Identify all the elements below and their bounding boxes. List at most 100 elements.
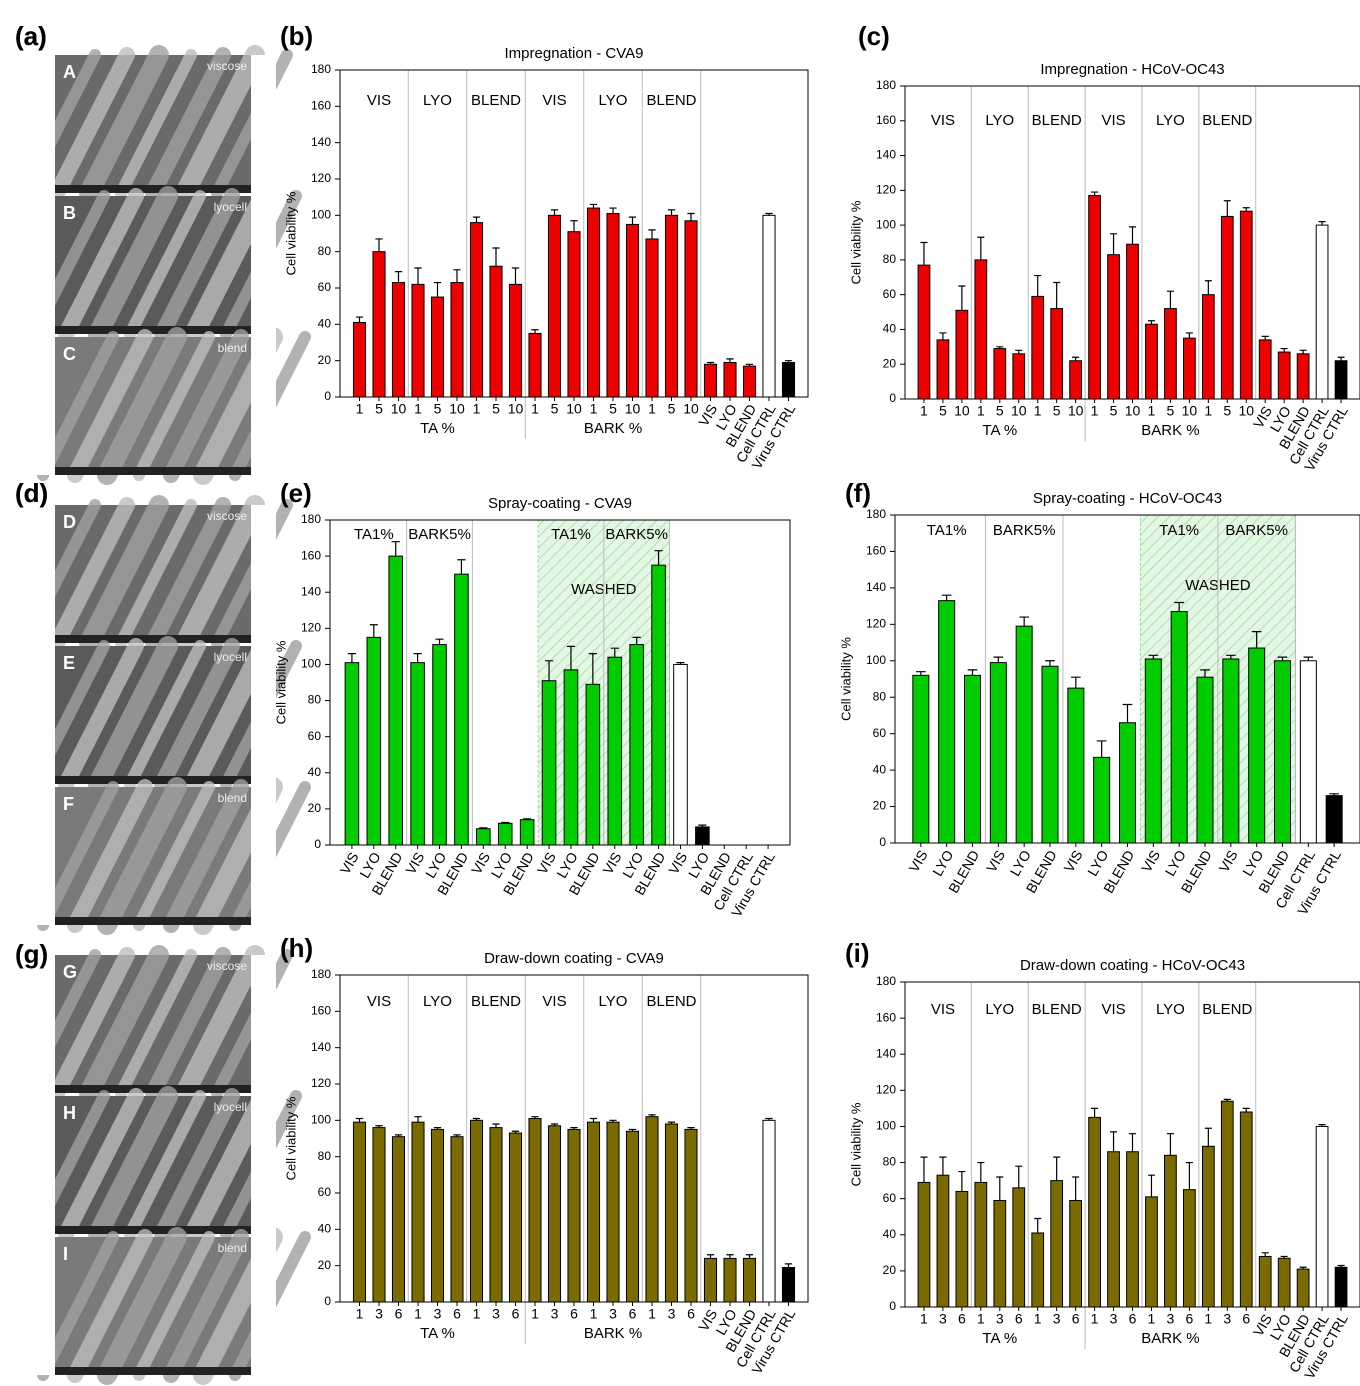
y-tick-label: 60 <box>883 1191 897 1205</box>
y-tick-label: 20 <box>883 1263 897 1277</box>
bar <box>646 1117 658 1302</box>
group-label: BLEND <box>471 993 521 1010</box>
bar <box>1016 626 1032 843</box>
y-tick-label: 140 <box>311 1040 331 1054</box>
sem-caption: lyocell <box>214 650 247 664</box>
y-tick-label: 40 <box>318 1222 332 1236</box>
y-tick-label: 140 <box>876 148 896 162</box>
group-label: BARK5% <box>993 522 1056 539</box>
group-label: LYO <box>423 993 452 1010</box>
error-bar <box>395 272 402 283</box>
sem-info-bar <box>55 635 251 643</box>
error-bar <box>590 1119 597 1123</box>
y-tick-label: 120 <box>311 171 331 185</box>
y-axis-label: Cell viability % <box>848 1102 863 1186</box>
bar <box>564 670 578 845</box>
error-bar <box>370 625 378 638</box>
bar <box>490 1128 502 1302</box>
y-tick-label: 40 <box>308 765 322 779</box>
x-tick-label: 3 <box>375 1306 383 1322</box>
sem-letter: D <box>63 512 76 532</box>
gutter <box>251 955 276 1375</box>
y-tick-label: 60 <box>318 280 332 294</box>
bar <box>1249 648 1265 843</box>
x-tick-label: 1 <box>648 401 656 417</box>
error-bar <box>1072 357 1079 360</box>
sem-caption: viscose <box>207 59 247 73</box>
group-label: BLEND <box>646 92 696 109</box>
group-label: VIS <box>542 92 566 109</box>
y-tick-label: 160 <box>876 1010 896 1024</box>
x-tick-label: 5 <box>939 403 947 419</box>
bar <box>451 1137 463 1302</box>
error-bar <box>1045 661 1055 666</box>
bar <box>1070 1200 1082 1307</box>
bar <box>1119 723 1135 843</box>
chart-title: Impregnation - CVA9 <box>505 45 644 62</box>
error-bar <box>1304 657 1314 661</box>
y-tick-label: 20 <box>318 353 332 367</box>
error-bar <box>939 333 946 340</box>
y-tick-label: 160 <box>301 548 321 562</box>
x-tick-label: 3 <box>492 1306 500 1322</box>
bar <box>1240 211 1252 399</box>
bar <box>433 645 447 845</box>
x-tick-label: 1 <box>977 403 985 419</box>
group-label: LYO <box>1156 112 1185 129</box>
x-tick-label: VIS <box>1215 847 1240 875</box>
error-bar <box>1053 282 1060 308</box>
gutter <box>251 55 276 475</box>
bar <box>994 349 1006 399</box>
bar <box>1145 659 1161 843</box>
panel-label: (b) <box>280 21 313 51</box>
error-bar <box>687 214 694 221</box>
group-label: BARK5% <box>605 526 668 543</box>
x-tick-label: 6 <box>687 1306 695 1322</box>
error-bar <box>1167 1134 1174 1156</box>
x-tick-label: 1 <box>1204 1311 1212 1327</box>
x-tick-label: 1 <box>1091 1311 1099 1327</box>
bar <box>763 1120 775 1302</box>
bar <box>1202 1146 1214 1307</box>
bar <box>1094 757 1110 843</box>
group-label: VIS <box>1101 112 1125 129</box>
y-tick-label: 120 <box>876 183 896 197</box>
error-bar <box>453 270 460 283</box>
sem-info-bar <box>55 467 251 475</box>
error-bar <box>1243 208 1250 211</box>
bar <box>1089 196 1101 399</box>
bar <box>1171 612 1187 843</box>
error-bar <box>1205 1128 1212 1146</box>
y-tick-label: 60 <box>883 287 897 301</box>
bar <box>455 574 469 845</box>
bar <box>1127 1152 1139 1307</box>
x-tick-label: 3 <box>551 1306 559 1322</box>
bar <box>353 323 365 397</box>
chart-title: Spray-coating - CVA9 <box>488 495 632 512</box>
group-label: BLEND <box>471 92 521 109</box>
y-tick-label: 0 <box>879 835 886 849</box>
x-tick-label: 5 <box>1110 403 1118 419</box>
error-bar <box>1072 1177 1079 1200</box>
x-tick-label: 5 <box>551 401 559 417</box>
error-bar <box>1015 350 1022 353</box>
bar <box>367 637 381 845</box>
x-group-label: BARK % <box>1141 1330 1199 1347</box>
error-bar <box>726 1255 733 1259</box>
bar <box>743 1258 755 1302</box>
x-tick-label: 5 <box>1167 403 1175 419</box>
sem-letter: B <box>63 203 76 223</box>
error-bar <box>570 221 577 232</box>
error-bar <box>1053 1157 1060 1180</box>
bar <box>665 215 677 397</box>
bar <box>665 1124 677 1302</box>
x-tick-label: 5 <box>434 401 442 417</box>
bar <box>353 1122 365 1302</box>
sem-info-bar <box>55 1226 251 1234</box>
bar <box>1335 1267 1347 1307</box>
x-tick-label: 6 <box>1242 1311 1250 1327</box>
y-tick-label: 0 <box>889 1299 896 1313</box>
sem-letter: H <box>63 1103 76 1123</box>
bar <box>1221 1101 1233 1307</box>
bar <box>509 1133 521 1302</box>
